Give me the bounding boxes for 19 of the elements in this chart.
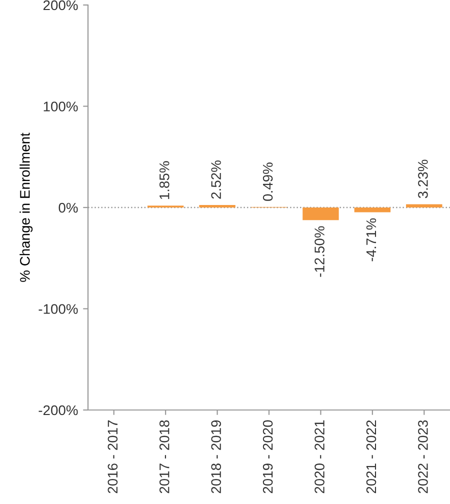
y-tick-label: -100% [38,304,78,314]
y-axis-title: % Change in Enrollment [20,132,33,282]
data-label: 1.85% [159,161,170,200]
data-label: 3.23% [418,160,428,198]
x-tick-label: 2016 - 2017 [108,420,118,494]
x-tick-label: 2019 - 2020 [262,420,273,494]
x-tick-label: 2018 - 2019 [211,420,222,494]
x-tick-label: 2022 - 2023 [418,420,428,494]
y-tick-label: 200% [43,0,78,10]
x-tick-label: 2021 - 2022 [366,420,376,494]
data-label: 0.49% [262,162,273,201]
data-label: -4.71% [366,218,376,262]
y-tick-label: 100% [44,102,78,112]
data-label: -12.50% [314,226,324,277]
data-label: 2.52% [211,160,222,199]
y-tick-label: 0% [58,202,78,213]
x-tick-label: 2017 - 2018 [159,420,170,494]
y-tick-label: -200% [38,405,78,416]
x-tick-label: 2020 - 2021 [314,420,324,494]
